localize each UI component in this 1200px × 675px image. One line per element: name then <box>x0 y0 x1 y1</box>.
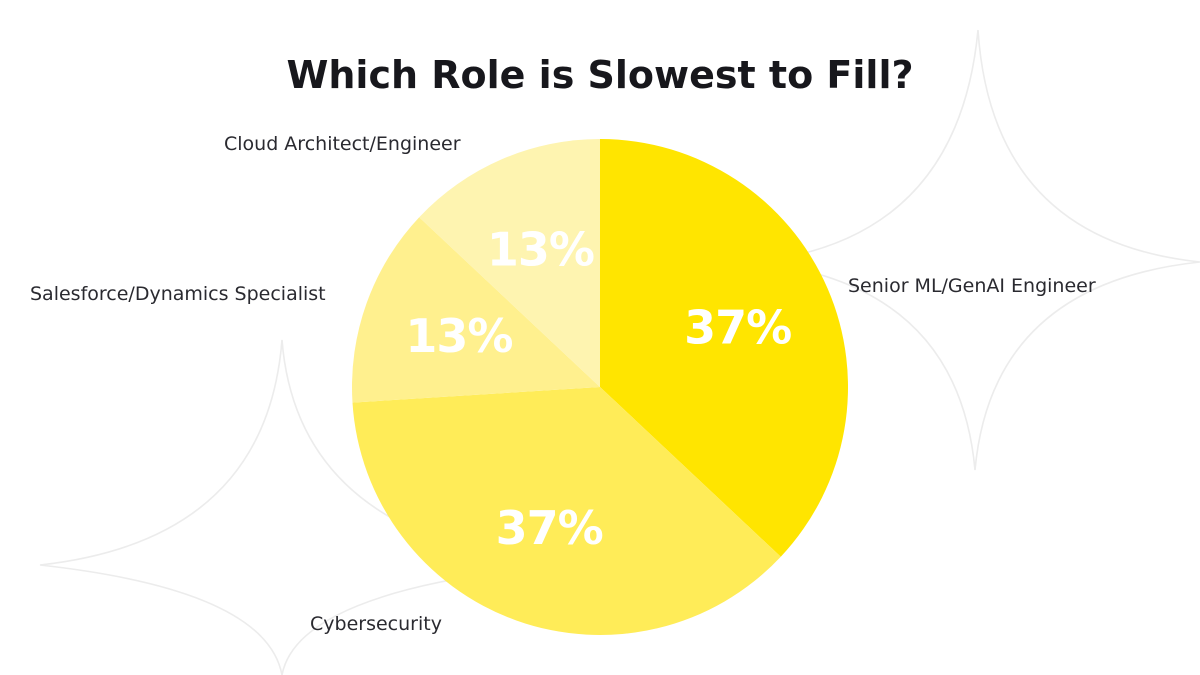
pie-chart <box>352 139 848 635</box>
category-label-cloud-architect-engineer: Cloud Architect/Engineer <box>224 133 461 155</box>
pie-slice-cybersecurity <box>352 387 781 635</box>
pie-value-label: 13% <box>487 222 594 276</box>
pie-value-label: 13% <box>405 309 512 363</box>
pie-value-label: 37% <box>496 501 603 555</box>
category-label-salesforce-dynamics-specialist: Salesforce/Dynamics Specialist <box>30 283 326 305</box>
category-labels: Senior ML/GenAI Engineer Cybersecurity S… <box>30 133 1096 635</box>
pie-slice-cloud-architect-engineer <box>419 139 600 387</box>
sparkle-decoration-right <box>754 29 1200 471</box>
category-label-senior-ml-genai-engineer: Senior ML/GenAI Engineer <box>848 275 1096 297</box>
pie-value-labels: 37% 37% 13% 13% <box>405 222 792 555</box>
pie-slice-salesforce-dynamics-specialist <box>352 217 600 403</box>
pie-slice-senior-ml-genai-engineer <box>600 139 848 557</box>
category-label-cybersecurity: Cybersecurity <box>310 613 442 635</box>
chart-title: Which Role is Slowest to Fill? <box>286 53 913 97</box>
pie-value-label: 37% <box>684 300 791 354</box>
